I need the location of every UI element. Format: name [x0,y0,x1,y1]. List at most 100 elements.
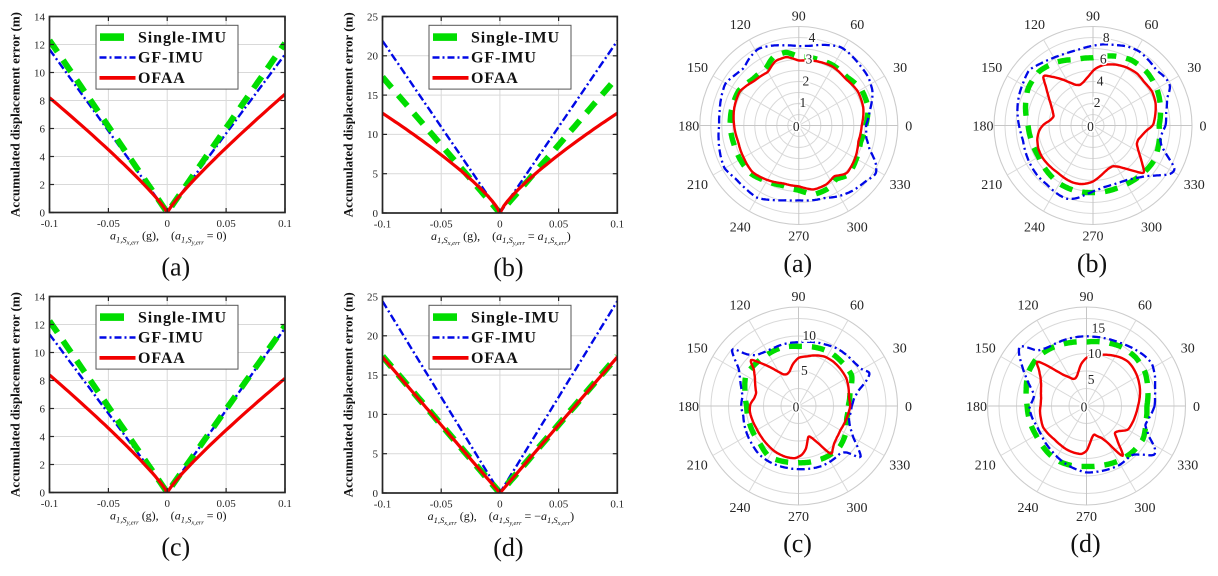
svg-text:0.1: 0.1 [278,498,292,510]
svg-text:330: 330 [1177,458,1198,473]
svg-text:30: 30 [1187,61,1201,76]
svg-text:a1,Sy,err (g), (a1,Sx,err =: a1,Sy,err (g), (a1,Sx,err = 0) [110,509,227,527]
svg-text:240: 240 [730,221,751,236]
svg-text:0: 0 [1087,119,1094,134]
svg-text:240: 240 [730,501,751,516]
svg-text:150: 150 [975,341,996,356]
svg-text:Single-IMU: Single-IMU [138,29,227,46]
svg-text:120: 120 [1024,18,1045,33]
svg-text:Accumulated displacement error: Accumulated displacement error (m) [341,292,356,497]
svg-text:0.1: 0.1 [278,218,292,230]
svg-text:330: 330 [1184,178,1205,193]
svg-text:90: 90 [792,290,806,305]
svg-text:8: 8 [40,95,46,107]
svg-text:Single-IMU: Single-IMU [471,29,560,46]
svg-text:90: 90 [1086,9,1100,24]
svg-text:210: 210 [981,178,1002,193]
svg-text:60: 60 [850,299,864,314]
svg-text:GF-IMU: GF-IMU [138,50,204,67]
svg-text:120: 120 [730,299,751,314]
svg-text:14: 14 [34,11,46,23]
svg-text:GF-IMU: GF-IMU [471,50,537,67]
svg-text:0: 0 [373,208,379,220]
svg-text:25: 25 [367,291,379,303]
svg-text:10: 10 [1088,346,1102,361]
svg-text:-0.1: -0.1 [374,499,391,511]
svg-text:Accumulated displacement error: Accumulated displacement error (m) [8,12,23,217]
svg-text:30: 30 [893,341,907,356]
svg-text:GF-IMU: GF-IMU [471,330,537,347]
svg-text:OFAA: OFAA [471,350,519,367]
svg-text:270: 270 [788,229,809,244]
svg-text:0: 0 [793,119,800,134]
svg-text:14: 14 [34,291,46,303]
svg-text:(a): (a) [161,253,190,282]
svg-text:300: 300 [847,501,868,516]
svg-text:0.05: 0.05 [549,499,569,511]
svg-text:330: 330 [889,458,910,473]
svg-text:120: 120 [730,18,751,33]
svg-text:210: 210 [687,458,708,473]
svg-text:Accumulated displacement error: Accumulated displacement error (m) [8,292,23,497]
svg-text:60: 60 [1138,299,1152,314]
svg-text:Single-IMU: Single-IMU [138,309,227,326]
svg-text:20: 20 [367,51,379,63]
svg-text:-0.05: -0.05 [430,499,453,511]
svg-text:OFAA: OFAA [138,350,186,367]
svg-text:10: 10 [34,67,46,79]
svg-text:0: 0 [1193,400,1200,415]
svg-text:30: 30 [893,61,907,76]
svg-text:(d): (d) [1070,529,1100,558]
svg-text:60: 60 [850,18,864,33]
svg-text:4: 4 [809,30,816,45]
svg-text:25: 25 [367,11,379,23]
svg-text:2: 2 [803,73,810,88]
svg-text:20: 20 [367,331,379,343]
svg-text:0: 0 [905,119,912,134]
svg-text:8: 8 [1103,30,1110,45]
svg-text:0.1: 0.1 [610,219,624,231]
svg-text:-0.05: -0.05 [430,219,453,231]
svg-text:10: 10 [34,347,46,359]
svg-text:0: 0 [164,218,170,230]
svg-text:12: 12 [34,39,45,51]
svg-text:4: 4 [1097,73,1104,88]
svg-text:0: 0 [164,498,170,510]
svg-text:270: 270 [1083,229,1104,244]
svg-text:5: 5 [373,449,379,461]
svg-text:210: 210 [975,458,996,473]
svg-text:OFAA: OFAA [138,70,186,87]
svg-text:-0.05: -0.05 [97,498,120,510]
svg-text:(d): (d) [493,533,523,562]
svg-text:150: 150 [687,61,708,76]
svg-text:150: 150 [687,341,708,356]
svg-text:(b): (b) [1077,249,1107,278]
svg-text:90: 90 [792,9,806,24]
svg-text:2: 2 [40,459,46,471]
svg-text:0.1: 0.1 [610,499,624,511]
svg-text:0: 0 [373,488,379,500]
svg-text:300: 300 [1141,221,1162,236]
svg-text:180: 180 [973,119,994,134]
svg-text:a1,Sx,err (g), (a1,Sy,err =: a1,Sx,err (g), (a1,Sy,err = −a1,Sx,err) [428,509,574,527]
svg-text:300: 300 [847,221,868,236]
svg-text:OFAA: OFAA [471,70,519,87]
svg-text:0: 0 [1200,119,1207,134]
svg-text:5: 5 [1088,372,1095,387]
svg-text:150: 150 [981,61,1002,76]
svg-text:1: 1 [800,95,807,110]
svg-text:GF-IMU: GF-IMU [138,330,204,347]
svg-text:-0.1: -0.1 [41,498,58,510]
svg-text:240: 240 [1018,501,1039,516]
svg-text:Single-IMU: Single-IMU [471,309,560,326]
svg-text:15: 15 [367,370,379,382]
svg-text:210: 210 [687,178,708,193]
svg-text:30: 30 [1181,341,1195,356]
svg-text:0: 0 [497,219,503,231]
svg-text:90: 90 [1080,290,1094,305]
svg-text:0.05: 0.05 [549,219,569,231]
svg-text:2: 2 [40,179,46,191]
svg-text:(c): (c) [161,533,190,562]
svg-text:2: 2 [1094,95,1101,110]
svg-text:(b): (b) [493,253,523,282]
